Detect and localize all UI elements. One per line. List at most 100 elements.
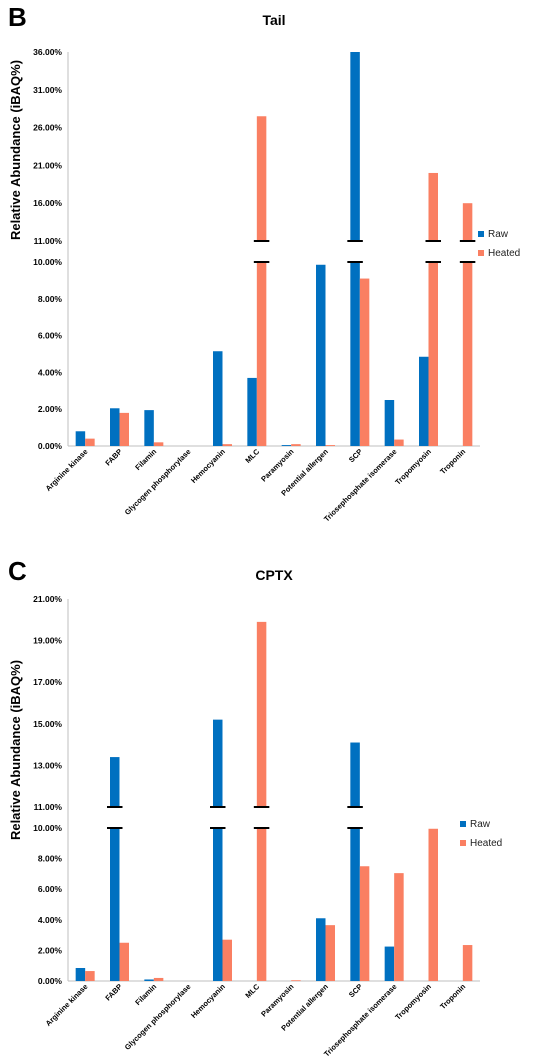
x-tick-label: Glycogen phosphorylase: [123, 982, 193, 1052]
x-tick-label: MLC: [243, 447, 261, 465]
bar-heated-lower-segment: [462, 262, 473, 446]
y-axis-title: Relative Abundance (iBAQ%): [8, 60, 23, 240]
bar-heated: [153, 442, 164, 446]
chart-title: CPTX: [255, 567, 293, 583]
y-tick-label: 8.00%: [38, 294, 63, 304]
panel-letter: C: [8, 556, 27, 586]
bar-raw-upper-segment: [350, 52, 360, 241]
y-tick-label: 8.00%: [38, 854, 63, 864]
bar-heated: [394, 873, 404, 981]
y-tick-label: 0.00%: [38, 441, 63, 451]
bar-heated-upper-segment: [256, 116, 267, 241]
bar-raw: [247, 377, 257, 446]
bar-heated: [428, 828, 438, 981]
chart-title: Tail: [262, 12, 285, 28]
x-tick-label: Triosephosphate isomerase: [322, 447, 399, 524]
bar-heated: [359, 866, 370, 981]
y-tick-label: 21.00%: [33, 594, 62, 604]
bar-raw: [144, 410, 154, 446]
x-tick-label: Paramyosin: [259, 982, 296, 1019]
chart-panel-b: B Tail Relative Abundance (iBAQ%) 0.00% 2.00…: [8, 2, 520, 524]
legend-swatch-heated: [478, 250, 484, 256]
bar-raw: [75, 967, 86, 981]
bar-heated: [325, 925, 335, 981]
y-tick-label: 4.00%: [38, 915, 63, 925]
bar-raw-lower-segment: [110, 828, 120, 981]
bar-heated: [462, 945, 473, 981]
bar-raw: [144, 979, 154, 981]
y-tick-label: 0.00%: [38, 976, 63, 986]
y-tick-label: 21.00%: [33, 160, 62, 170]
x-tick-label: Filamin: [133, 982, 158, 1007]
y-tick-label: 11.00%: [34, 802, 63, 812]
bar-raw: [213, 351, 223, 446]
x-tick-label: Tropomyosin: [393, 982, 433, 1022]
y-tick-label: 4.00%: [38, 367, 63, 377]
bar-heated: [359, 278, 370, 446]
y-tick-label: 26.00%: [33, 123, 62, 133]
x-tick-label: Arginine kinase: [44, 982, 90, 1028]
bar-raw-lower-segment: [350, 828, 360, 981]
bar-raw-lower-segment: [213, 828, 223, 981]
y-axis-title: Relative Abundance (iBAQ%): [8, 660, 23, 840]
bar-raw-upper-segment: [213, 719, 223, 807]
y-tick-label: 11.00%: [34, 236, 63, 246]
bar-heated: [291, 980, 301, 982]
bar-raw-upper-segment: [350, 742, 360, 807]
bar-heated-lower-segment: [428, 262, 438, 446]
x-tick-label: MLC: [243, 982, 261, 1000]
x-tick-label: Paramyosin: [259, 447, 296, 484]
bar-heated: [85, 438, 95, 446]
y-tick-label: 6.00%: [38, 331, 63, 341]
x-tick-label: Hemocyanin: [189, 447, 227, 485]
chart-panel-c: C CPTX Relative Abundance (iBAQ%) 0.00% 2.00…: [8, 556, 502, 1059]
bar-raw: [75, 431, 86, 446]
y-tick-label: 2.00%: [38, 945, 63, 955]
bar-raw-lower-segment: [350, 262, 360, 446]
x-tick-label: Troponin: [438, 982, 467, 1011]
bar-heated-upper-segment: [256, 621, 267, 807]
bar-heated: [325, 445, 335, 446]
panel-letter: B: [8, 2, 27, 32]
legend-label: Raw: [470, 819, 491, 830]
legend-swatch-raw: [478, 231, 484, 237]
x-tick-label: Arginine kinase: [44, 447, 90, 493]
x-tick-label: Hemocyanin: [189, 982, 227, 1020]
bar-heated: [222, 444, 232, 446]
y-tick-label: 10.00%: [33, 823, 62, 833]
y-tick-label: 6.00%: [38, 884, 63, 894]
bar-raw: [110, 408, 120, 446]
legend-swatch-raw: [460, 821, 466, 827]
legend-label: Raw: [488, 229, 509, 240]
bar-raw: [316, 918, 326, 981]
y-tick-label: 16.00%: [33, 198, 62, 208]
y-tick-label: 31.00%: [33, 85, 62, 95]
x-tick-label: SCP: [347, 447, 364, 464]
bar-raw: [281, 445, 292, 446]
bar-heated: [291, 444, 301, 446]
legend-swatch-heated: [460, 840, 466, 846]
bar-heated: [153, 977, 164, 981]
x-tick-label: Troponin: [438, 447, 467, 476]
x-tick-label: Tropomyosin: [393, 447, 433, 487]
bar-heated-lower-segment: [256, 828, 267, 981]
y-tick-label: 15.00%: [33, 719, 62, 729]
x-tick-label: Filamin: [133, 447, 158, 472]
y-tick-label: 13.00%: [33, 760, 62, 770]
bar-heated-upper-segment: [428, 172, 438, 241]
bar-raw: [316, 264, 326, 446]
x-tick-label: FABP: [103, 447, 124, 468]
y-tick-label: 2.00%: [38, 404, 63, 414]
y-tick-label: 10.00%: [33, 257, 62, 267]
bar-heated-lower-segment: [256, 262, 267, 446]
y-tick-label: 19.00%: [33, 636, 62, 646]
bar-heated: [394, 439, 404, 446]
legend-label: Heated: [470, 838, 502, 849]
bar-heated: [119, 942, 129, 981]
x-tick-label: FABP: [103, 982, 124, 1003]
bar-raw: [384, 400, 395, 446]
bar-raw: [384, 946, 395, 981]
y-tick-label: 17.00%: [33, 677, 62, 687]
bar-raw-upper-segment: [110, 757, 120, 807]
